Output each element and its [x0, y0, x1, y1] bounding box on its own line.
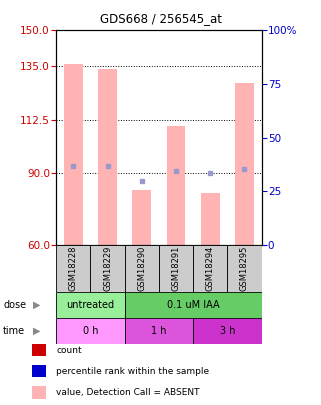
Text: count: count — [56, 346, 82, 355]
Bar — [227, 245, 262, 292]
Text: GSM18228: GSM18228 — [69, 245, 78, 291]
Bar — [125, 245, 159, 292]
Text: GSM18291: GSM18291 — [171, 245, 180, 291]
Bar — [56, 245, 91, 292]
Bar — [98, 68, 117, 245]
Bar — [193, 245, 227, 292]
Text: 1 h: 1 h — [151, 326, 167, 336]
Bar — [159, 245, 193, 292]
Bar — [56, 318, 125, 344]
Text: 0.1 uM IAA: 0.1 uM IAA — [167, 300, 220, 310]
Bar — [167, 126, 186, 245]
Text: untreated: untreated — [66, 300, 115, 310]
Bar — [193, 318, 262, 344]
Bar — [125, 292, 262, 318]
Text: value, Detection Call = ABSENT: value, Detection Call = ABSENT — [56, 388, 200, 397]
Text: GSM18290: GSM18290 — [137, 245, 146, 291]
Text: 0 h: 0 h — [83, 326, 98, 336]
Text: percentile rank within the sample: percentile rank within the sample — [56, 367, 209, 376]
Bar — [132, 190, 151, 245]
Text: GSM18294: GSM18294 — [206, 245, 215, 291]
Text: GDS668 / 256545_at: GDS668 / 256545_at — [100, 12, 221, 25]
Text: GSM18295: GSM18295 — [240, 245, 249, 291]
Text: 3 h: 3 h — [220, 326, 235, 336]
Text: ▶: ▶ — [33, 326, 41, 336]
Text: GSM18229: GSM18229 — [103, 245, 112, 291]
Bar — [56, 292, 125, 318]
Bar — [235, 83, 254, 245]
Bar — [91, 245, 125, 292]
Bar — [201, 192, 220, 245]
Text: ▶: ▶ — [33, 300, 41, 310]
Bar — [64, 64, 83, 245]
Text: dose: dose — [3, 300, 26, 310]
Text: time: time — [3, 326, 25, 336]
Bar — [125, 318, 193, 344]
